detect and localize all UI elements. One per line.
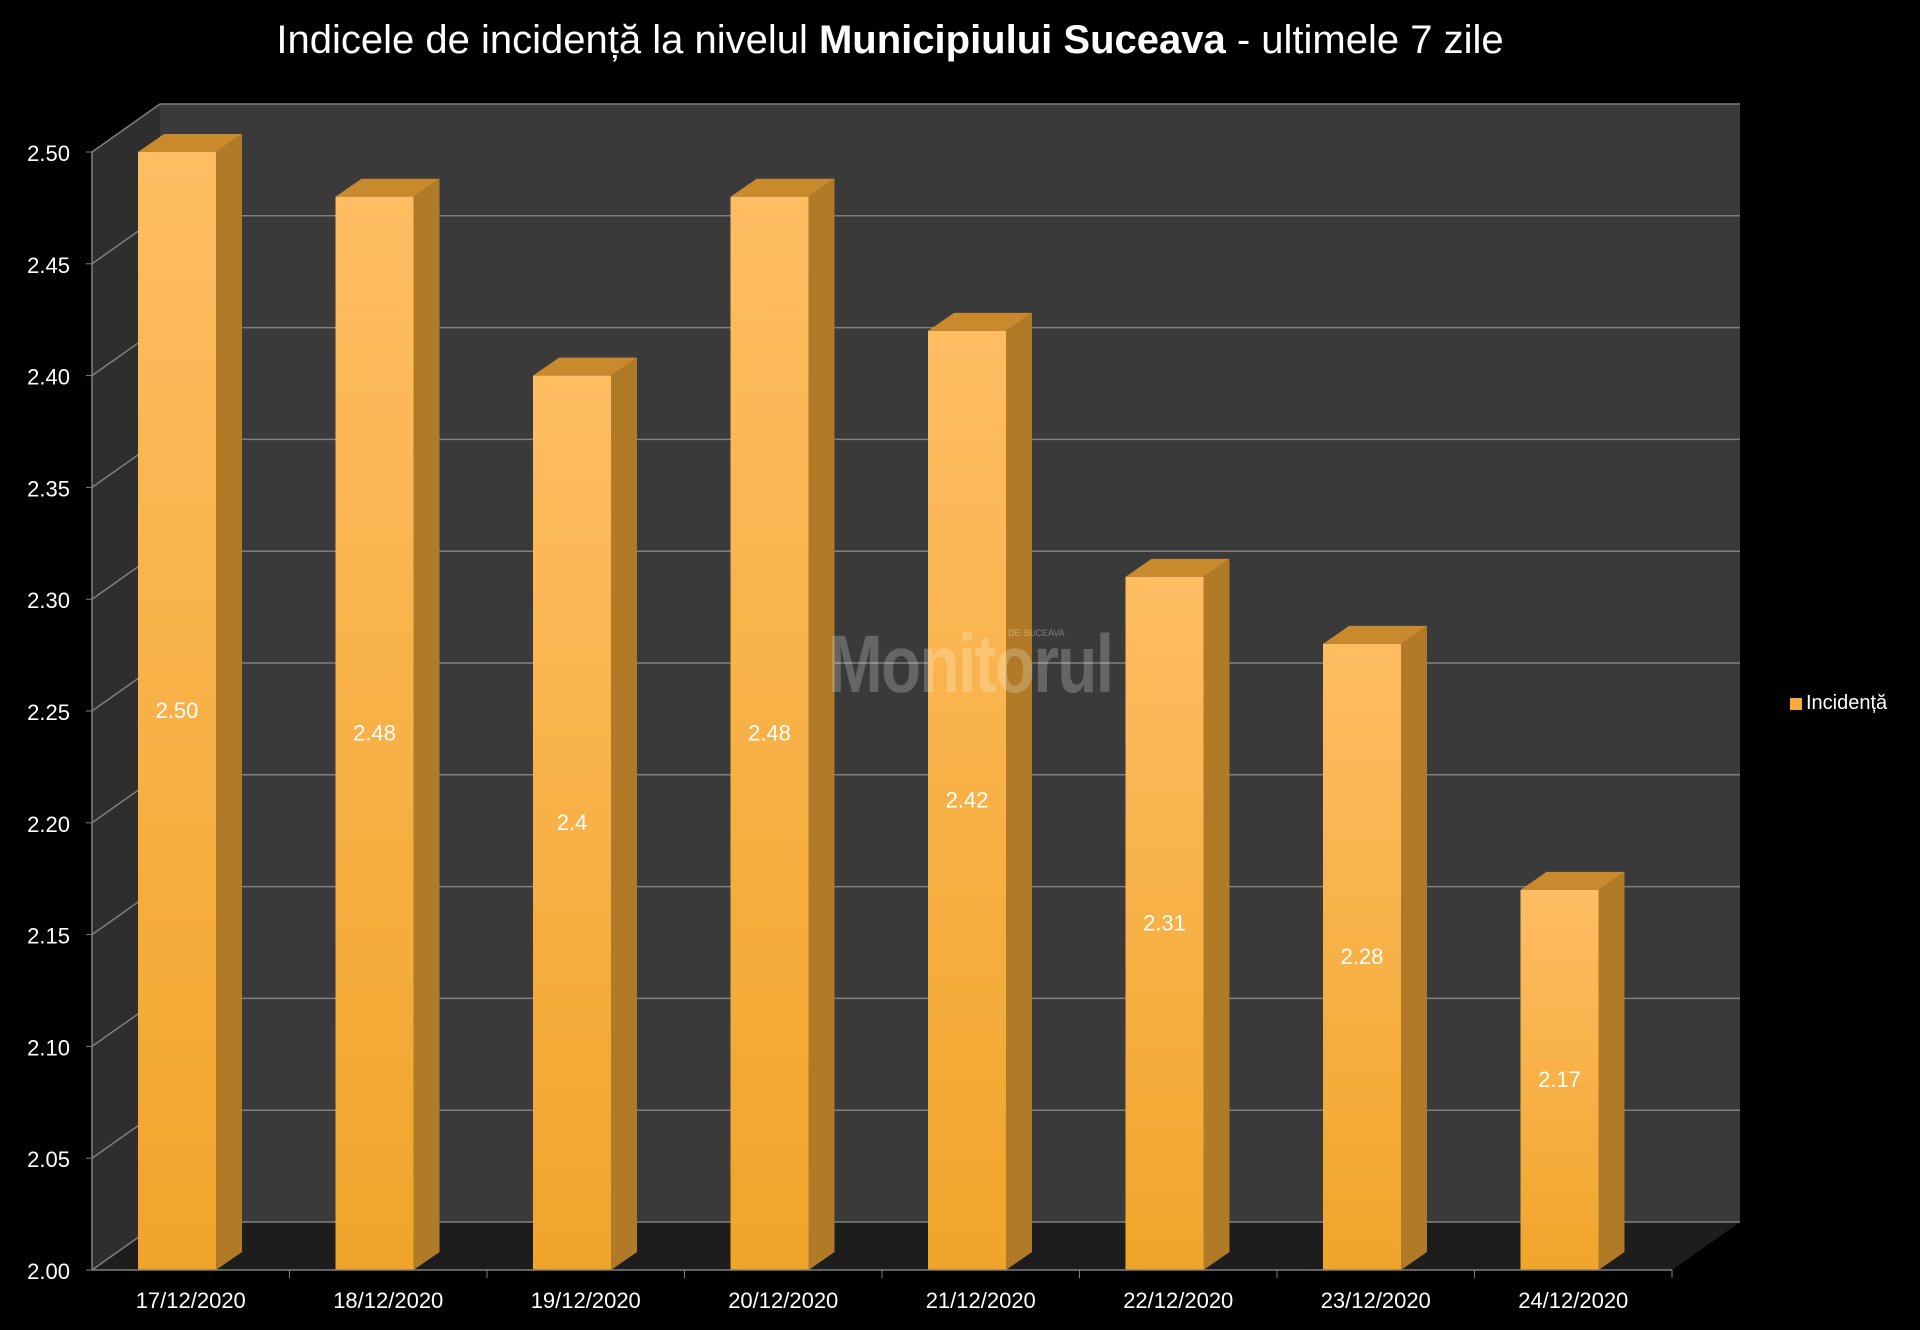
gridline	[91, 103, 1740, 153]
y-tick-label: 2.10	[27, 1035, 70, 1060]
x-tick-label: 23/12/2020	[1321, 1288, 1431, 1313]
bar-front	[138, 152, 216, 1270]
bar-top	[533, 357, 637, 376]
bar-front	[1520, 889, 1599, 1270]
y-tick-label: 2.40	[27, 365, 70, 390]
bar-side	[808, 178, 835, 1271]
bar-side	[1401, 625, 1427, 1270]
watermark-text: Monitorul	[828, 619, 1114, 710]
watermark-subtext: DE SUCEAVA	[1008, 628, 1065, 638]
bar-front	[1125, 576, 1204, 1270]
chart-title-bold: Municipiului Suceava	[818, 18, 1226, 62]
x-tick-label: 21/12/2020	[926, 1288, 1036, 1313]
bar-side	[413, 178, 440, 1271]
x-tick-label: 18/12/2020	[333, 1288, 443, 1313]
bar: 2.42	[928, 312, 1032, 1270]
x-tick-label: 22/12/2020	[1123, 1288, 1233, 1313]
x-tick-label: 19/12/2020	[531, 1288, 641, 1313]
bar-front	[533, 375, 611, 1271]
bar-side	[1006, 312, 1032, 1270]
bar: 2.48	[730, 178, 835, 1271]
bar: 2.31	[1125, 558, 1230, 1270]
bar-top	[138, 134, 242, 152]
chart-title-prefix: Indicele de incidență la nivelul	[276, 18, 819, 62]
x-tick-label: 17/12/2020	[136, 1288, 246, 1313]
y-tick-label: 2.25	[27, 700, 70, 725]
bar: 2.4	[533, 357, 637, 1271]
x-tick-label: 20/12/2020	[728, 1288, 838, 1313]
bar-front	[730, 196, 809, 1271]
legend-swatch	[1790, 697, 1802, 710]
data-label: 2.42	[946, 787, 989, 812]
legend-label: Incidență	[1806, 692, 1888, 714]
bar-top	[335, 178, 440, 197]
y-tick-label: 2.20	[27, 812, 70, 837]
bar: 2.50	[138, 134, 242, 1270]
x-tick-label: 24/12/2020	[1518, 1288, 1628, 1313]
data-label: 2.4	[557, 810, 588, 835]
data-label: 2.50	[156, 698, 199, 723]
bar-side	[1203, 558, 1230, 1270]
y-tick-label: 2.05	[27, 1147, 70, 1172]
bar-top	[1520, 871, 1625, 890]
chart-title-suffix: - ultimele 7 zile	[1225, 18, 1504, 62]
bar-top	[730, 178, 835, 197]
bar-top	[928, 312, 1032, 331]
y-tick-label: 2.15	[27, 924, 70, 949]
bar: 2.17	[1520, 871, 1625, 1270]
data-label: 2.48	[353, 720, 396, 745]
bar-front	[1323, 643, 1401, 1270]
bar-top	[1323, 625, 1427, 644]
legend: Incidență	[1790, 692, 1887, 715]
bar-side	[216, 134, 242, 1270]
bar: 2.28	[1323, 625, 1427, 1270]
data-label: 2.48	[748, 720, 791, 745]
bar-top	[1125, 558, 1230, 577]
y-tick-label: 2.50	[27, 141, 70, 166]
chart-title: Indicele de incidență la nivelul Municip…	[0, 18, 1780, 63]
bar-front	[928, 330, 1006, 1270]
bar: 2.48	[335, 178, 440, 1271]
y-tick-label: 2.00	[27, 1259, 70, 1284]
bar-side	[1598, 871, 1625, 1270]
data-label: 2.28	[1341, 944, 1384, 969]
y-tick-label: 2.30	[27, 588, 70, 613]
bar-front	[335, 196, 414, 1271]
data-label: 2.17	[1538, 1067, 1581, 1092]
y-tick-label: 2.45	[27, 253, 70, 278]
data-label: 2.31	[1143, 910, 1186, 935]
y-tick-label: 2.35	[27, 476, 70, 501]
bar-side	[611, 357, 637, 1271]
